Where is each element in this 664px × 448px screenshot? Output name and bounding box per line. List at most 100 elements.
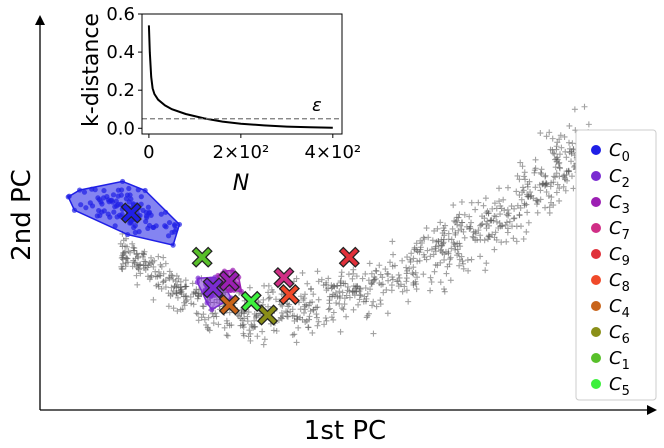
background-point <box>210 320 217 327</box>
background-point <box>397 281 404 288</box>
background-point <box>556 159 563 166</box>
background-point <box>496 198 503 205</box>
inset-curve-layer: ε <box>142 25 342 129</box>
cluster-point <box>106 199 112 205</box>
background-point <box>361 293 368 300</box>
background-point <box>460 260 467 267</box>
background-point <box>461 211 468 218</box>
legend-marker <box>591 301 601 311</box>
background-point <box>429 237 436 244</box>
background-point <box>472 206 479 213</box>
background-point <box>315 278 322 285</box>
cluster-point <box>126 185 132 192</box>
background-point <box>554 181 561 188</box>
background-point <box>410 264 417 271</box>
background-point <box>556 197 563 204</box>
cluster-point <box>172 223 178 229</box>
background-point <box>372 275 379 282</box>
background-point <box>513 238 520 245</box>
background-point <box>444 263 451 270</box>
background-point <box>459 258 466 265</box>
background-point <box>323 279 330 286</box>
background-point <box>399 257 406 264</box>
background-point <box>170 305 177 312</box>
background-point <box>414 248 421 255</box>
background-point <box>148 260 155 267</box>
k-distance-curve <box>147 25 333 129</box>
background-point <box>521 173 528 180</box>
background-point <box>300 309 307 316</box>
background-point <box>524 191 531 198</box>
background-point <box>325 306 332 313</box>
background-point <box>341 301 348 308</box>
background-point <box>550 150 557 157</box>
background-point <box>538 171 545 178</box>
background-point <box>389 238 396 245</box>
background-point <box>411 246 418 253</box>
background-point <box>368 270 375 277</box>
background-point <box>395 271 402 278</box>
background-point <box>165 303 172 310</box>
cluster-centroid-marker-fill <box>220 272 239 290</box>
background-point <box>460 265 467 272</box>
background-point <box>463 223 470 230</box>
background-point <box>333 300 340 307</box>
background-point <box>131 247 138 254</box>
background-point <box>532 184 539 191</box>
background-point <box>315 296 322 303</box>
background-point <box>565 167 572 174</box>
cluster-centroid-marker-fill <box>204 278 222 297</box>
cluster-point <box>77 187 83 193</box>
legend-marker <box>591 353 601 363</box>
cluster-centroids <box>120 202 360 326</box>
background-point <box>431 227 438 234</box>
background-point <box>331 293 338 300</box>
background-point <box>516 211 523 218</box>
background-point <box>537 130 544 137</box>
background-point <box>437 279 444 286</box>
background-point <box>509 223 516 230</box>
background-point <box>470 234 477 241</box>
background-point <box>293 275 300 282</box>
background-point <box>456 262 463 269</box>
background-point <box>489 205 496 212</box>
background-point <box>198 314 205 321</box>
background-point <box>367 286 374 293</box>
background-point <box>394 278 401 285</box>
background-point <box>289 331 296 338</box>
cluster-point <box>169 229 175 236</box>
background-point <box>343 313 350 320</box>
background-point <box>326 297 333 304</box>
background-point <box>570 146 577 153</box>
background-point <box>332 289 339 296</box>
background-point <box>510 235 517 242</box>
inset-x-tick-label: 2×10² <box>213 142 270 163</box>
background-point <box>266 294 273 301</box>
cluster-point <box>125 231 131 238</box>
background-point <box>307 286 314 293</box>
background-point <box>226 322 233 329</box>
background-point <box>508 203 515 210</box>
background-point <box>553 155 560 162</box>
background-point <box>251 317 258 324</box>
background-point <box>403 264 410 271</box>
background-point <box>420 271 427 278</box>
legend-label-subscript: 7 <box>622 228 630 243</box>
background-point <box>552 174 559 181</box>
legend-label-subscript: 6 <box>622 332 630 347</box>
background-point <box>246 327 253 334</box>
background-point <box>549 146 556 153</box>
background-point <box>160 254 167 261</box>
background-point <box>479 220 486 227</box>
background-point <box>172 278 179 285</box>
background-point <box>377 301 384 308</box>
background-point <box>485 232 492 239</box>
background-point <box>357 292 364 299</box>
background-point <box>212 310 219 317</box>
background-point <box>497 211 504 218</box>
background-point <box>536 181 543 188</box>
background-point <box>455 250 462 257</box>
background-point <box>490 217 497 224</box>
background-point <box>458 253 465 260</box>
cluster-point <box>204 300 210 306</box>
